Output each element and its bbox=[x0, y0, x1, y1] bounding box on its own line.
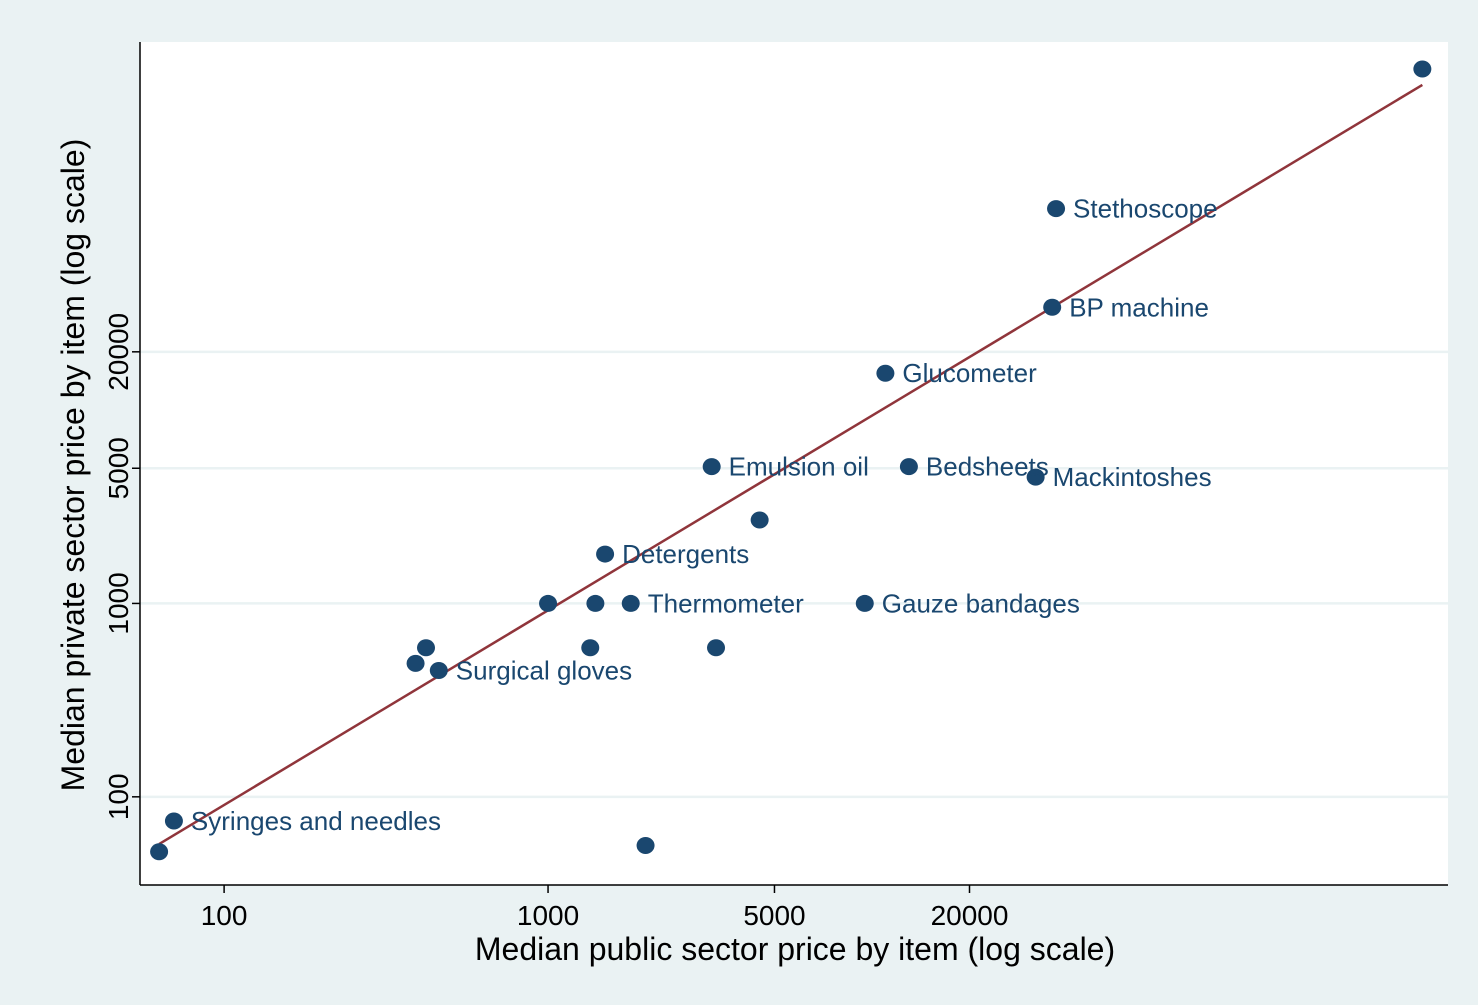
gridlines bbox=[140, 350, 1448, 799]
data-points bbox=[150, 60, 1432, 861]
y-tick-label-0: 100 bbox=[103, 773, 134, 820]
data-point-7 bbox=[750, 511, 769, 529]
x-tick-label-3: 20000 bbox=[931, 900, 1009, 931]
point-label-12: Gauze bandages bbox=[882, 588, 1080, 618]
y-axis-title: Median private sector price by item (log… bbox=[55, 139, 91, 792]
point-label-17: Surgical gloves bbox=[456, 656, 632, 686]
data-point-13 bbox=[581, 639, 600, 657]
data-point-18 bbox=[164, 812, 183, 830]
x-tick-label-1: 1000 bbox=[517, 900, 579, 931]
data-point-17 bbox=[429, 662, 448, 680]
fit-line bbox=[158, 83, 1423, 846]
data-point-10 bbox=[586, 594, 605, 612]
point-label-2: BP machine bbox=[1069, 292, 1209, 322]
point-label-6: Bedsheets bbox=[926, 452, 1049, 482]
y-tick-label-1: 1000 bbox=[103, 572, 134, 634]
data-point-14 bbox=[707, 639, 726, 657]
data-point-20 bbox=[636, 837, 655, 855]
x-tick-label-2: 5000 bbox=[743, 900, 805, 931]
y-tick-label-3: 20000 bbox=[103, 313, 134, 391]
point-label-3: Glucometer bbox=[902, 358, 1037, 388]
data-point-11 bbox=[621, 594, 640, 612]
point-label-4: Mackintoshes bbox=[1053, 462, 1212, 492]
x-axis-ticks: 100 1000 5000 20000 bbox=[201, 885, 1009, 931]
data-point-5 bbox=[702, 458, 721, 476]
point-labels: Stethoscope BP machine Glucometer Mackintos… bbox=[191, 194, 1218, 836]
data-point-3 bbox=[876, 364, 895, 382]
data-point-1 bbox=[1047, 200, 1066, 218]
data-point-19 bbox=[150, 843, 169, 861]
point-label-1: Stethoscope bbox=[1073, 194, 1218, 224]
data-point-0 bbox=[1413, 60, 1432, 78]
point-label-5: Emulsion oil bbox=[729, 452, 869, 482]
data-point-8 bbox=[596, 545, 615, 563]
y-axis-ticks: 100 1000 5000 20000 bbox=[103, 313, 140, 820]
data-point-15 bbox=[417, 639, 436, 657]
data-point-9 bbox=[539, 594, 558, 612]
data-point-12 bbox=[855, 594, 874, 612]
point-label-8: Detergents bbox=[622, 539, 749, 569]
data-point-2 bbox=[1043, 298, 1062, 316]
x-tick-label-0: 100 bbox=[201, 900, 248, 931]
point-label-18: Syringes and needles bbox=[191, 806, 441, 836]
data-point-16 bbox=[406, 654, 425, 672]
x-axis-title: Median public sector price by item (log … bbox=[475, 931, 1115, 967]
data-point-4 bbox=[1026, 468, 1045, 486]
point-label-11: Thermometer bbox=[648, 588, 804, 618]
y-tick-label-2: 5000 bbox=[103, 437, 134, 499]
data-point-6 bbox=[899, 458, 918, 476]
